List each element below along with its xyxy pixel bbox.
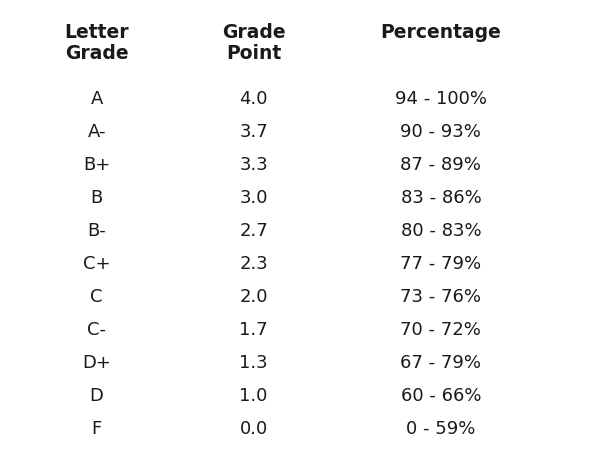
Text: Percentage: Percentage	[381, 23, 501, 41]
Text: C: C	[91, 288, 103, 306]
Text: 80 - 83%: 80 - 83%	[400, 222, 481, 240]
Text: B+: B+	[83, 156, 111, 174]
Text: 90 - 93%: 90 - 93%	[400, 123, 481, 141]
Text: B-: B-	[87, 222, 106, 240]
Text: 2.3: 2.3	[239, 255, 268, 273]
Text: F: F	[92, 419, 101, 437]
Text: 3.0: 3.0	[239, 189, 268, 207]
Text: 2.7: 2.7	[239, 222, 268, 240]
Text: Grade
Point: Grade Point	[222, 23, 286, 63]
Text: D: D	[90, 387, 103, 405]
Text: D+: D+	[82, 354, 111, 372]
Text: 73 - 76%: 73 - 76%	[400, 288, 481, 306]
Text: Letter
Grade: Letter Grade	[65, 23, 129, 63]
Text: A-: A-	[88, 123, 106, 141]
Text: A: A	[91, 90, 103, 108]
Text: 3.3: 3.3	[239, 156, 268, 174]
Text: 94 - 100%: 94 - 100%	[395, 90, 487, 108]
Text: 2.0: 2.0	[239, 288, 268, 306]
Text: C+: C+	[83, 255, 111, 273]
Text: B: B	[91, 189, 103, 207]
Text: 1.0: 1.0	[240, 387, 268, 405]
Text: 83 - 86%: 83 - 86%	[400, 189, 481, 207]
Text: 1.7: 1.7	[239, 321, 268, 339]
Text: 67 - 79%: 67 - 79%	[400, 354, 481, 372]
Text: C-: C-	[87, 321, 106, 339]
Text: 1.3: 1.3	[239, 354, 268, 372]
Text: 77 - 79%: 77 - 79%	[400, 255, 481, 273]
Text: 3.7: 3.7	[239, 123, 268, 141]
Text: 87 - 89%: 87 - 89%	[400, 156, 481, 174]
Text: 0 - 59%: 0 - 59%	[406, 419, 475, 437]
Text: 0.0: 0.0	[240, 419, 268, 437]
Text: 70 - 72%: 70 - 72%	[400, 321, 481, 339]
Text: 60 - 66%: 60 - 66%	[400, 387, 481, 405]
Text: 4.0: 4.0	[239, 90, 268, 108]
